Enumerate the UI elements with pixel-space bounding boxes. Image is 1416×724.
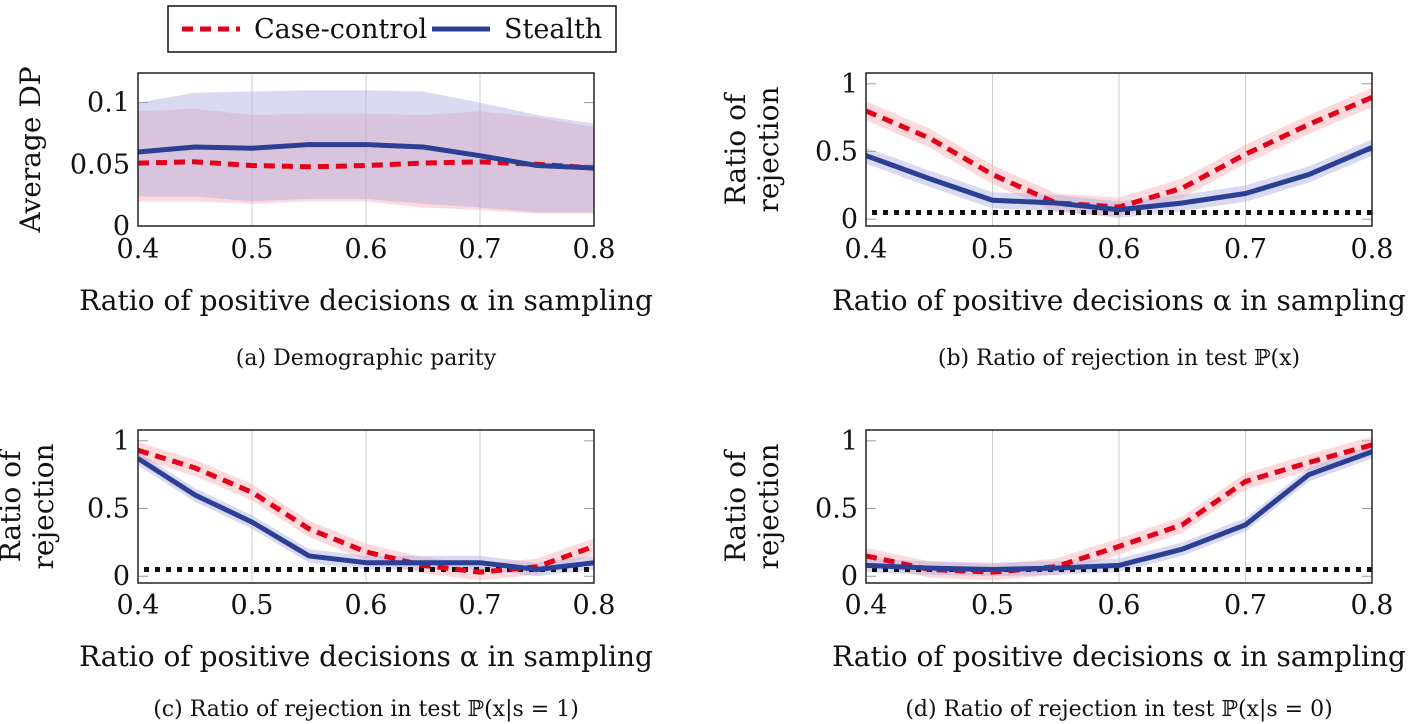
subplot-d: 0.4 0.5 0.6 0.7 0.8 0 0.5 1 Ratio of positive de… xyxy=(719,426,1406,722)
x-tick-label: 0.6 xyxy=(1098,590,1141,621)
y-tick-label: 1 xyxy=(113,426,130,457)
y-axis-label: Ratio of xyxy=(719,91,752,205)
axes-frame xyxy=(865,72,1373,227)
x-tick-label: 0.5 xyxy=(231,234,274,265)
y-tick-label: 0 xyxy=(113,211,130,242)
y-axis-label: Average DP xyxy=(14,66,47,233)
plot-area xyxy=(866,436,1372,581)
x-tick-label: 0.6 xyxy=(345,234,388,265)
legend-label-case-control: Case-control xyxy=(254,14,427,45)
x-tick-label: 0.4 xyxy=(117,590,160,621)
subplot-b: 0.4 0.5 0.6 0.7 0.8 0 0.5 1 Ratio of positive de… xyxy=(719,69,1406,371)
axes-frame xyxy=(137,429,595,584)
y-tick-label: 0 xyxy=(113,561,130,592)
plot-area xyxy=(138,90,594,214)
y-tick-label: 0 xyxy=(841,204,858,235)
x-tick-label: 0.7 xyxy=(1224,234,1267,265)
x-tick-label: 0.8 xyxy=(1351,590,1394,621)
x-tick-label: 0.4 xyxy=(845,234,888,265)
subplot-caption: (a) Demographic parity xyxy=(236,346,497,371)
y-tick-label: 0 xyxy=(841,561,858,592)
band-stealth xyxy=(866,444,1372,577)
y-tick-label: 1 xyxy=(841,426,858,457)
y-tick-label: 0.5 xyxy=(815,137,858,168)
subplot-caption: (d) Ratio of rejection in test ℙ(x|s = 0… xyxy=(905,697,1332,722)
x-tick-label: 0.4 xyxy=(845,590,888,621)
y-tick-label: 0.05 xyxy=(70,149,130,180)
plot-area xyxy=(866,87,1372,218)
x-tick-label: 0.8 xyxy=(1351,234,1394,265)
legend: Case-control Stealth xyxy=(167,5,617,53)
x-axis-label: Ratio of positive decisions α in samplin… xyxy=(832,640,1406,673)
subplot-a: 0.4 0.5 0.6 0.7 0.8 0 0.05 0.1 Ratio of positive… xyxy=(14,66,653,371)
x-axis-label: Ratio of positive decisions α in samplin… xyxy=(832,284,1406,317)
x-tick-label: 0.7 xyxy=(459,590,502,621)
y-tick-label: 0.5 xyxy=(87,494,130,525)
band-case-control xyxy=(866,87,1372,217)
y-tick-label: 0.5 xyxy=(815,494,858,525)
y-axis-label: rejection xyxy=(752,87,785,213)
x-axis-label: Ratio of positive decisions α in samplin… xyxy=(79,284,653,317)
subplot-caption: (b) Ratio of rejection in test ℙ(x) xyxy=(938,346,1300,371)
x-tick-label: 0.6 xyxy=(1098,234,1141,265)
plot-area xyxy=(138,442,594,581)
legend-label-stealth: Stealth xyxy=(504,14,602,45)
x-tick-label: 0.8 xyxy=(573,234,616,265)
x-tick-label: 0.7 xyxy=(1224,590,1267,621)
band-case-control xyxy=(138,108,594,214)
y-axis-label: rejection xyxy=(27,444,60,570)
x-tick-label: 0.5 xyxy=(971,590,1014,621)
x-tick-label: 0.6 xyxy=(345,590,388,621)
x-axis-label: Ratio of positive decisions α in samplin… xyxy=(79,640,653,673)
y-axis-label: Ratio of xyxy=(719,448,752,562)
band-stealth xyxy=(138,90,594,213)
axes-frame xyxy=(865,429,1373,584)
subplot-caption: (c) Ratio of rejection in test ℙ(x|s = 1… xyxy=(153,697,579,722)
y-tick-label: 1 xyxy=(841,69,858,100)
x-tick-label: 0.5 xyxy=(971,234,1014,265)
y-axis-label: Ratio of xyxy=(0,448,27,562)
x-tick-label: 0.8 xyxy=(573,590,616,621)
x-tick-label: 0.7 xyxy=(459,234,502,265)
y-tick-label: 0.1 xyxy=(87,88,130,119)
x-tick-label: 0.5 xyxy=(231,590,274,621)
axes-frame xyxy=(137,72,595,227)
x-tick-label: 0.4 xyxy=(117,234,160,265)
subplot-c: 0.4 0.5 0.6 0.7 0.8 0 0.5 1 Ratio of positive de… xyxy=(0,426,653,722)
y-axis-label: rejection xyxy=(752,444,785,570)
